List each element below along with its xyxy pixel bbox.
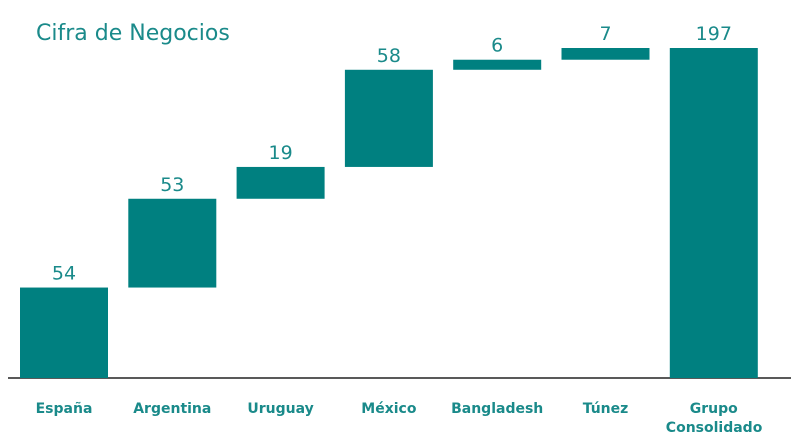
bar (453, 59, 542, 70)
bar (669, 48, 758, 378)
x-tick-label: Uruguay (247, 401, 314, 417)
bar (128, 198, 217, 288)
x-tick-label: Argentina (133, 401, 212, 417)
x-tick-label: Túnez (582, 401, 629, 417)
data-label: 6 (491, 35, 503, 57)
data-label: 7 (599, 23, 611, 45)
x-tick-label: México (361, 401, 417, 417)
bar (344, 69, 433, 167)
bar (236, 166, 325, 199)
x-tick-label: España (35, 401, 93, 417)
chart-title: Cifra de Negocios (36, 21, 230, 46)
x-tick-label: Grupo Consolidado (665, 401, 763, 436)
data-label: 54 (52, 263, 76, 285)
data-label: 58 (377, 45, 401, 67)
data-label: 197 (696, 23, 732, 45)
bar (561, 48, 650, 60)
x-tick-label: Bangladesh (451, 401, 544, 417)
bar (20, 287, 108, 378)
data-label: 19 (269, 142, 293, 164)
data-label: 53 (160, 174, 184, 196)
